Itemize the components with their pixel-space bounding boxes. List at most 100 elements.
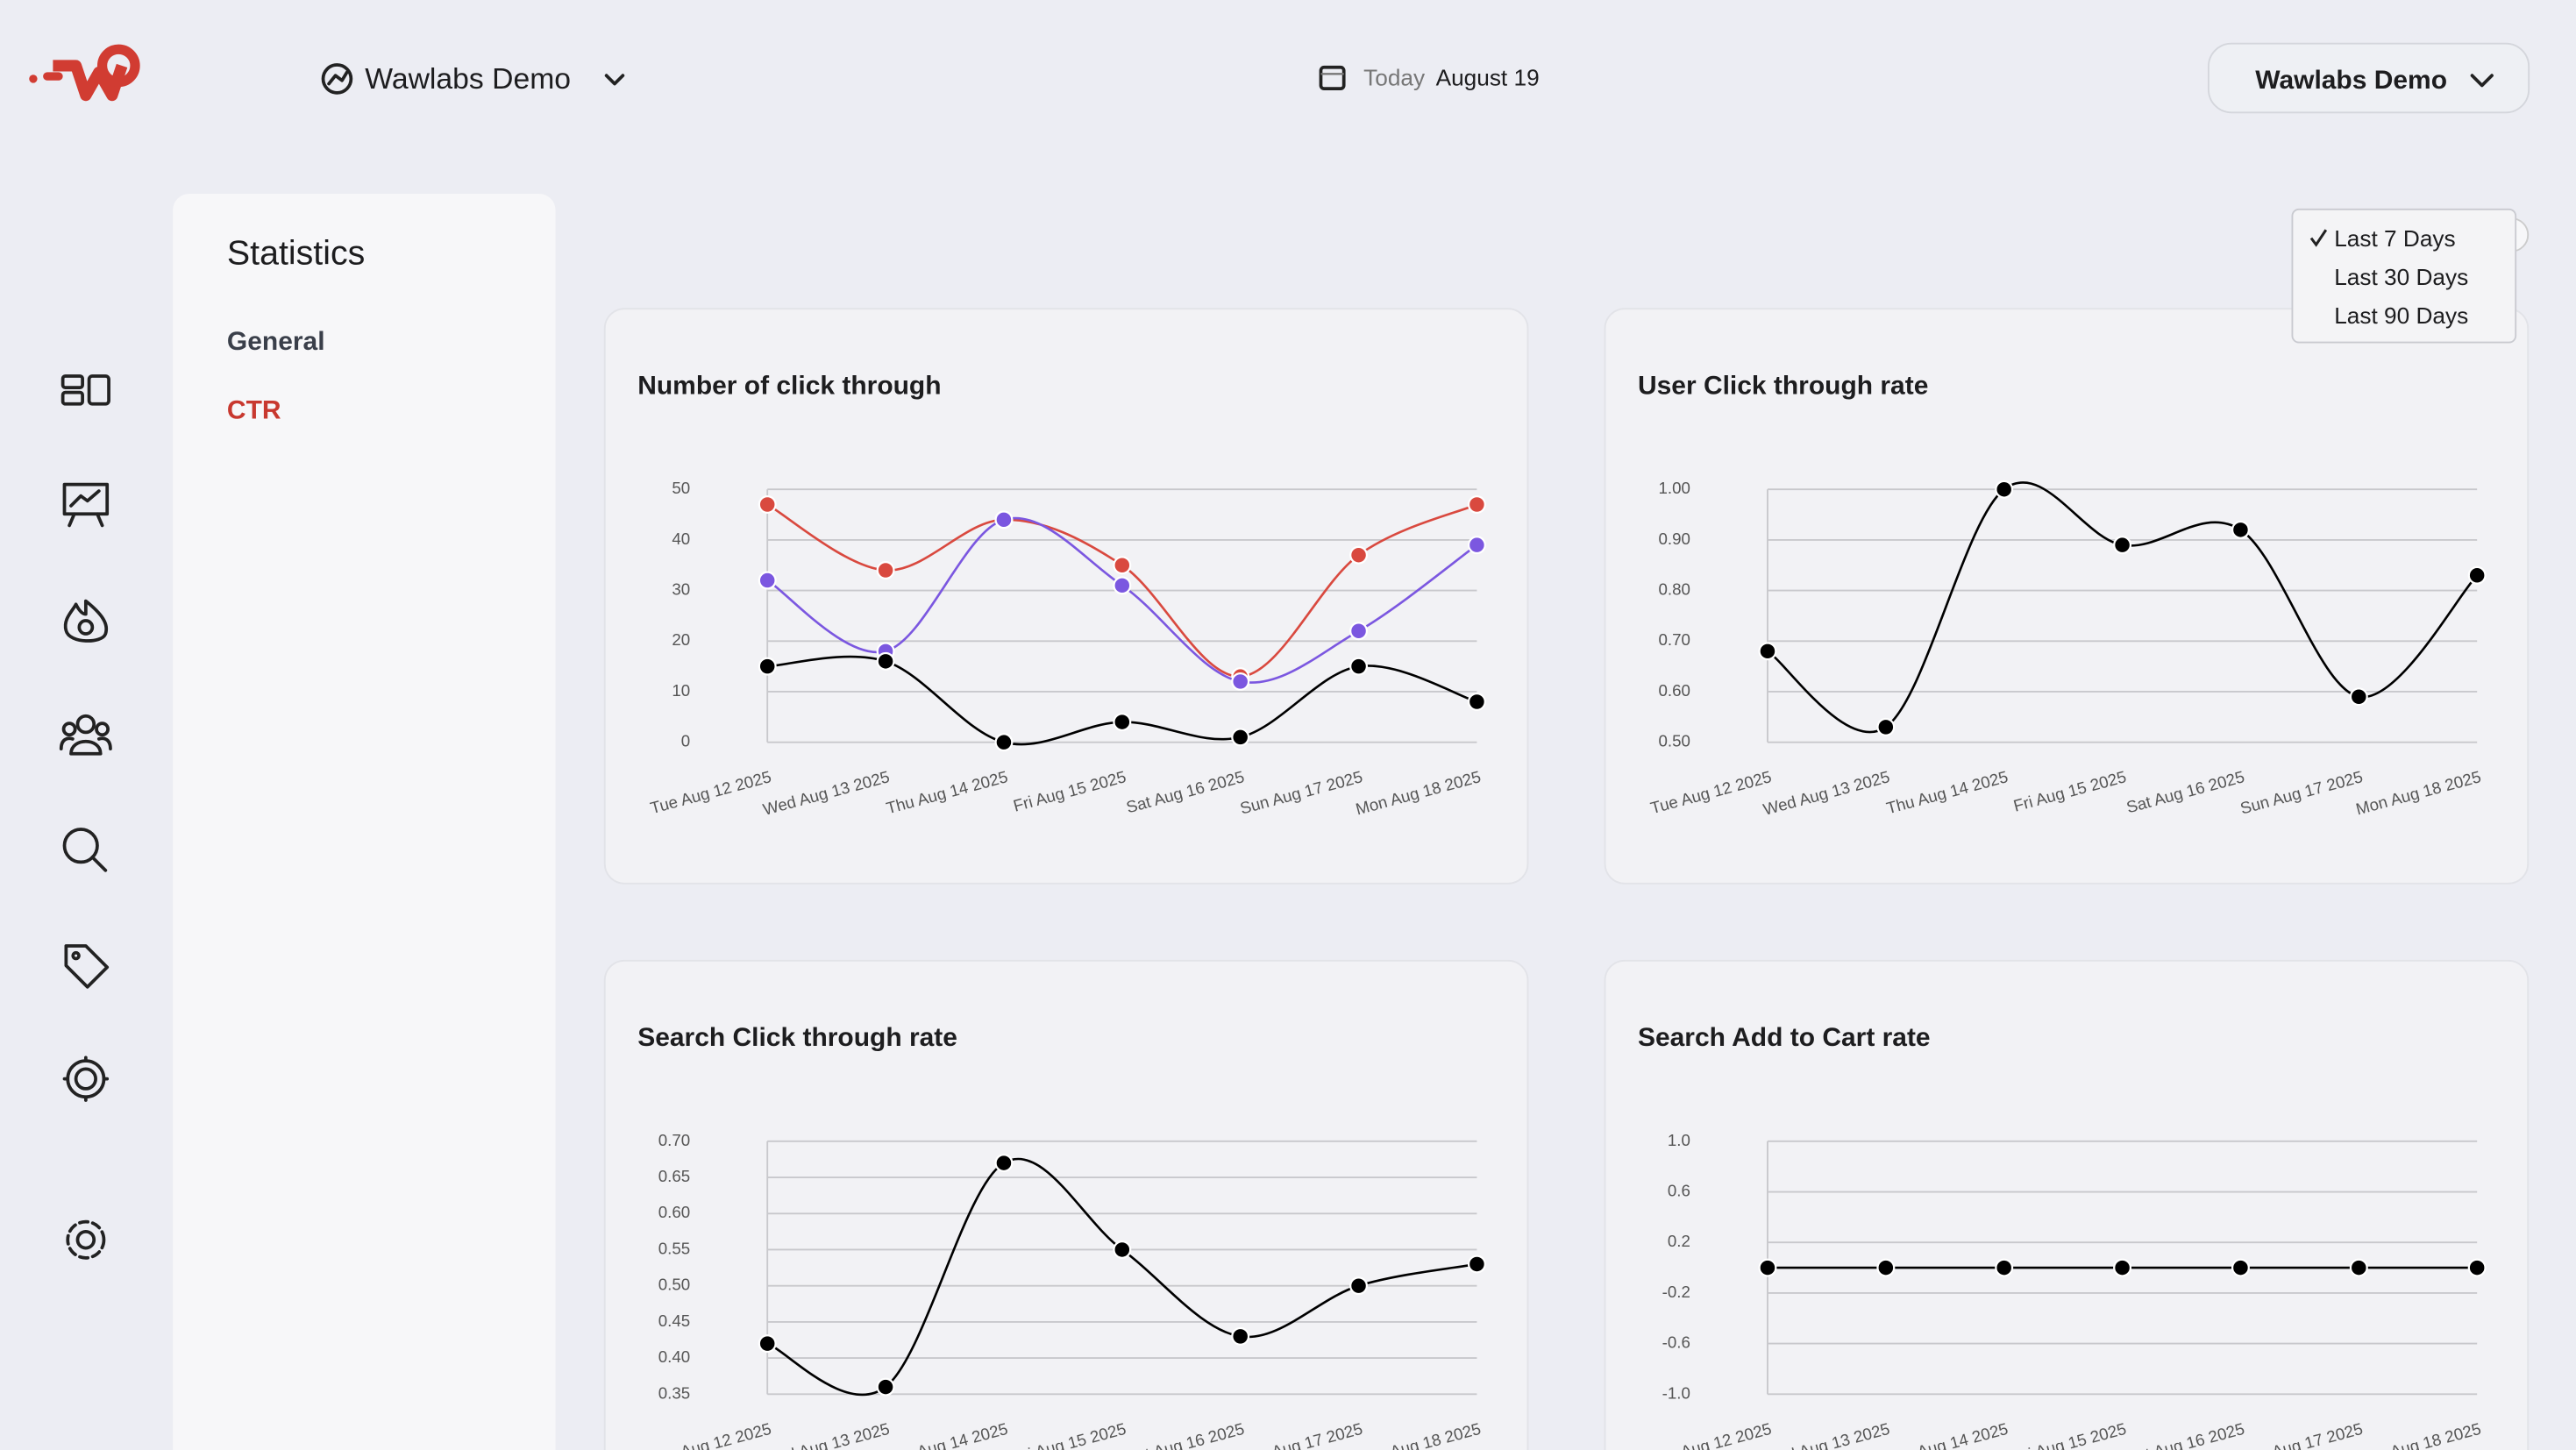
data-point xyxy=(1349,657,1369,676)
y-tick-label: 0.45 xyxy=(658,1311,690,1330)
data-point xyxy=(758,1334,777,1354)
y-tick-label: 0.2 xyxy=(1668,1232,1690,1250)
account-menu[interactable]: Wawlabs Demo xyxy=(2207,42,2530,114)
y-tick-label: 0.70 xyxy=(1658,630,1690,649)
data-point xyxy=(1231,1326,1250,1346)
data-point xyxy=(1113,556,1132,575)
nav-search[interactable] xyxy=(62,828,108,872)
y-tick-label: 50 xyxy=(672,479,690,497)
data-point xyxy=(994,510,1014,530)
date-display: Today August 19 xyxy=(1319,64,1540,90)
account-name: Wawlabs Demo xyxy=(2255,66,2447,95)
y-tick-label: 40 xyxy=(672,530,690,548)
range-option[interactable]: Last 30 Days xyxy=(2334,264,2468,290)
data-point xyxy=(994,733,1014,752)
data-point xyxy=(2231,520,2250,539)
y-tick-label: -0.6 xyxy=(1662,1333,1690,1352)
data-point xyxy=(1113,1240,1132,1259)
data-point xyxy=(994,1154,1014,1173)
chart-title: Number of click through xyxy=(637,372,941,401)
data-point xyxy=(2231,1258,2250,1277)
data-point xyxy=(1876,717,1896,736)
range-option[interactable]: Last 7 Days xyxy=(2334,225,2455,252)
data-point xyxy=(1113,576,1132,595)
sidebar-item[interactable]: CTR xyxy=(227,396,281,425)
chart-title: Search Add to Cart rate xyxy=(1638,1023,1931,1052)
range-option[interactable]: Last 90 Days xyxy=(2334,302,2468,329)
data-point xyxy=(2467,1258,2487,1277)
chart-title: User Click through rate xyxy=(1638,372,1928,401)
y-tick-label: 0.70 xyxy=(658,1131,690,1149)
data-point xyxy=(758,657,777,676)
data-point xyxy=(2467,565,2487,585)
y-tick-label: -1.0 xyxy=(1662,1383,1690,1402)
y-tick-label: 0.55 xyxy=(658,1239,690,1257)
y-tick-label: 0.35 xyxy=(658,1383,690,1402)
logo[interactable] xyxy=(29,44,140,102)
y-tick-label: 0.65 xyxy=(658,1167,690,1185)
data-point xyxy=(1467,1255,1486,1274)
card-background xyxy=(603,308,1529,885)
data-point xyxy=(1758,1258,1777,1277)
data-point xyxy=(876,1377,895,1397)
y-tick-label: 0.60 xyxy=(1658,681,1690,700)
data-point xyxy=(1876,1258,1896,1277)
workspace-name: Wawlabs Demo xyxy=(365,62,571,96)
y-tick-label: 0.60 xyxy=(658,1203,690,1221)
sidebar-title: Statistics xyxy=(227,234,365,273)
chart-card: User Click through rate 0.50 0.60 0.70 0.80 0… xyxy=(1604,308,2530,885)
date-prefix: Today xyxy=(1363,64,1426,90)
data-point xyxy=(2113,1258,2132,1277)
y-tick-label: 0.90 xyxy=(1658,530,1690,548)
stats-sidebar: Statistics General CTR xyxy=(173,194,556,1450)
data-point xyxy=(2113,536,2132,555)
nav-trending[interactable] xyxy=(63,599,109,643)
nav-users[interactable] xyxy=(59,714,112,756)
data-point xyxy=(2349,687,2368,707)
data-point xyxy=(1349,545,1369,565)
date: August 19 xyxy=(1436,64,1540,90)
data-point xyxy=(1231,672,1250,691)
nav-presentation[interactable] xyxy=(62,482,110,528)
data-point xyxy=(758,495,777,514)
data-point xyxy=(1467,536,1486,555)
nav-dashboard[interactable] xyxy=(60,374,110,406)
y-tick-label: 0.40 xyxy=(658,1347,690,1366)
card-background xyxy=(1604,959,2530,1450)
data-point xyxy=(758,571,777,590)
data-point xyxy=(1467,495,1486,514)
chart-card: Search Add to Cart rate -1.0 -0.6 -0.2 0.2 0.… xyxy=(1604,959,2530,1450)
y-tick-label: 0.50 xyxy=(1658,732,1690,750)
data-point xyxy=(1349,622,1369,641)
data-point xyxy=(1231,728,1250,747)
y-tick-label: 0.80 xyxy=(1658,580,1690,599)
nav-integrations[interactable] xyxy=(62,1056,110,1102)
card-background xyxy=(1604,308,2530,885)
data-point xyxy=(1995,480,2014,499)
data-point xyxy=(2349,1258,2368,1277)
check-mark xyxy=(2309,229,2328,247)
y-tick-label: 0.6 xyxy=(1668,1181,1690,1199)
y-tick-label: 10 xyxy=(672,681,690,700)
data-point xyxy=(876,651,895,671)
y-tick-label: 1.00 xyxy=(1658,479,1690,497)
card-background xyxy=(603,959,1529,1450)
workspace-selector[interactable]: Wawlabs Demo xyxy=(321,62,625,96)
nav-settings[interactable] xyxy=(66,1219,106,1260)
nav-tags[interactable] xyxy=(64,944,110,989)
sidebar-item[interactable]: General xyxy=(227,327,325,356)
chart-card: Search Click through rate 0.35 0.40 0.45 0.5… xyxy=(603,959,1529,1450)
range-dropdown: Last 7 Days Last 30 Days Last 90 Days xyxy=(2291,208,2530,344)
y-tick-label: 20 xyxy=(672,630,690,649)
y-tick-label: 0 xyxy=(681,732,690,750)
data-point xyxy=(1113,713,1132,732)
data-point xyxy=(1995,1258,2014,1277)
data-point xyxy=(1467,693,1486,712)
y-tick-label: 1.0 xyxy=(1668,1131,1690,1149)
y-tick-label: -0.2 xyxy=(1662,1283,1690,1301)
chart-title: Search Click through rate xyxy=(637,1023,957,1052)
data-point xyxy=(1349,1276,1369,1296)
